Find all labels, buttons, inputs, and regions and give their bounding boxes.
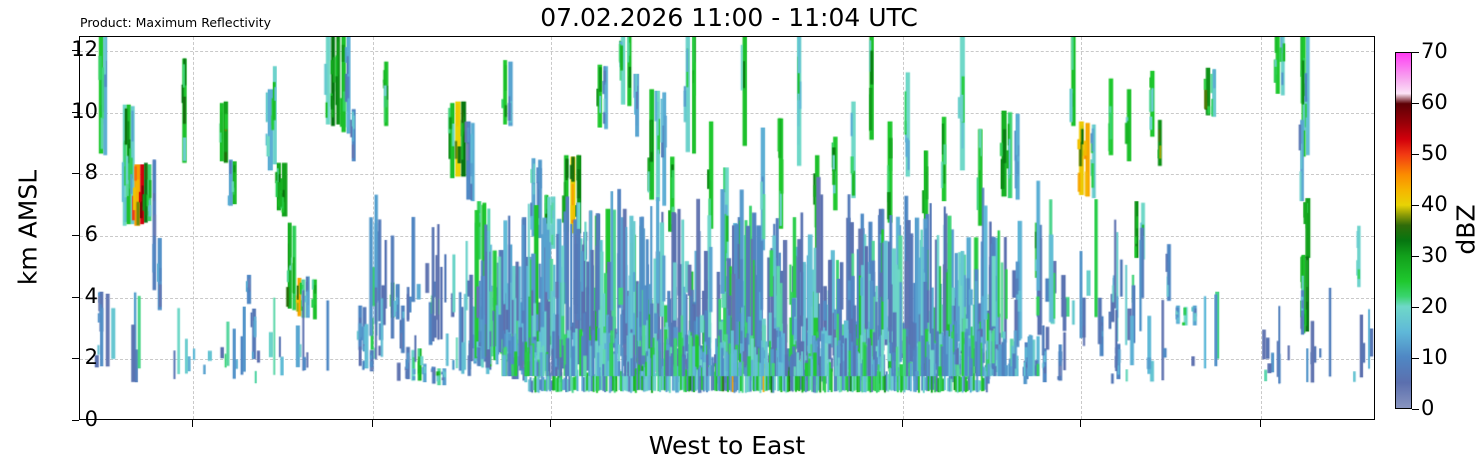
y-tick-label: 6: [84, 221, 98, 246]
x-axis-label: West to East: [648, 431, 806, 460]
y-tick-mark: [72, 111, 79, 113]
colorbar-tick-label: 0: [1421, 396, 1435, 420]
x-tick-mark: [901, 420, 903, 427]
colorbar-tick-label: 40: [1421, 192, 1448, 216]
y-tick-label: 4: [84, 283, 98, 308]
y-tick-mark: [72, 234, 79, 236]
colorbar-label: dBZ: [1451, 204, 1481, 255]
colorbar-tick-mark: [1412, 205, 1419, 206]
y-tick-mark: [72, 296, 79, 298]
x-tick-mark: [1079, 420, 1081, 427]
colorbar-tick-label: 30: [1421, 243, 1448, 267]
y-tick-label: 2: [84, 345, 98, 370]
colorbar-tick-mark: [1412, 103, 1419, 104]
x-tick-mark: [550, 420, 552, 427]
y-tick-mark: [72, 173, 79, 175]
reflectivity-canvas: [80, 37, 1374, 419]
x-tick-mark: [192, 420, 193, 427]
colorbar-tick-label: 70: [1421, 39, 1448, 63]
y-tick-label: 12: [71, 36, 98, 61]
y-tick-label: 8: [84, 160, 98, 185]
y-axis-label: km AMSL: [13, 169, 43, 286]
x-tick-mark: [1260, 420, 1262, 427]
colorbar-tick-mark: [1412, 409, 1419, 410]
colorbar-tick-label: 60: [1421, 90, 1448, 114]
y-tick-label: 0: [84, 407, 98, 431]
x-tick-mark: [372, 420, 374, 427]
colorbar-tick-mark: [1412, 358, 1419, 359]
product-label: Product: Maximum Reflectivity: [80, 15, 272, 30]
colorbar: [1395, 52, 1412, 409]
colorbar-tick-mark: [1412, 307, 1419, 308]
y-tick-label: 10: [71, 98, 98, 123]
colorbar-tick-label: 10: [1421, 345, 1448, 369]
colorbar-tick-label: 20: [1421, 294, 1448, 318]
chart-title: 07.02.2026 11:00 - 11:04 UTC: [540, 3, 918, 32]
y-tick-mark: [72, 49, 79, 51]
colorbar-tick-mark: [1412, 154, 1419, 155]
y-tick-mark: [72, 358, 79, 360]
colorbar-tick-mark: [1412, 52, 1419, 53]
colorbar-tick-mark: [1412, 256, 1419, 257]
y-tick-mark: [72, 420, 79, 421]
colorbar-tick-label: 50: [1421, 141, 1448, 165]
plot-area: [79, 36, 1375, 420]
